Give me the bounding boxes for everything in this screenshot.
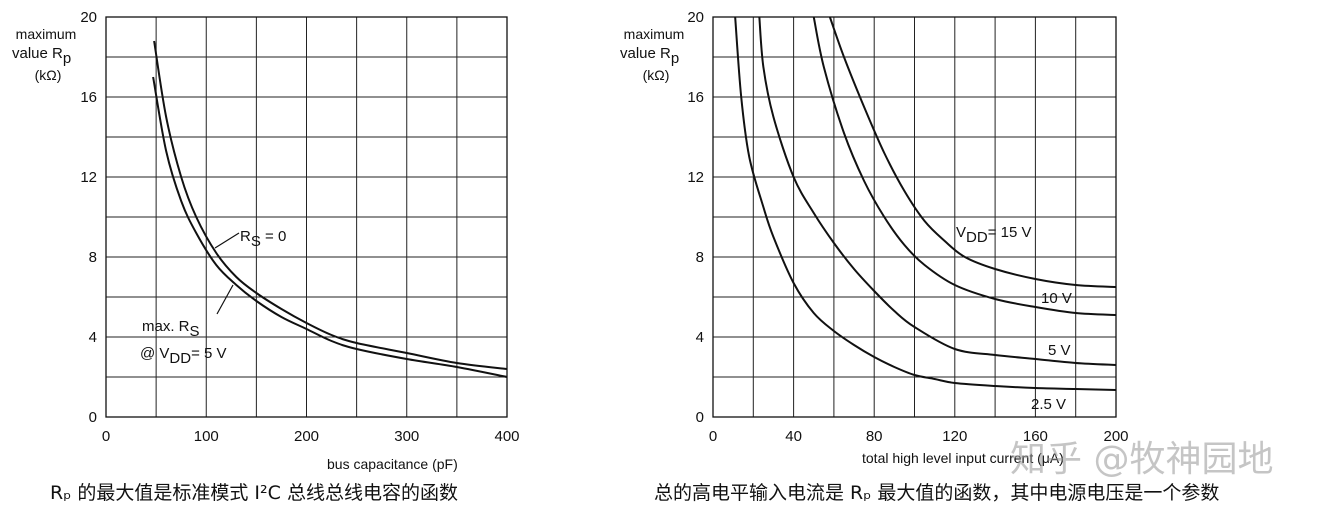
- y-tick-label-left: 12: [80, 169, 97, 186]
- annotation-right-2: 5 V: [1048, 342, 1071, 359]
- y-tick-label-left: 4: [89, 329, 97, 346]
- caption-right: 总的高电平输入电流是 Rₚ 最大值的函数，其中电源电压是一个参数: [654, 482, 1220, 504]
- y-tick-label-left: 8: [89, 249, 97, 266]
- x-tick-label-left: 400: [494, 428, 519, 445]
- y-tick-label-left: 16: [80, 89, 97, 106]
- y-tick-label-right: 20: [687, 9, 704, 26]
- annotation-right-1: 10 V: [1041, 290, 1072, 307]
- annotation-left-0: RS = 0: [240, 228, 286, 250]
- series-line-right-2: [758, 16, 1117, 366]
- y-tick-label-right: 4: [696, 329, 704, 346]
- y-tick-label-left: 20: [80, 9, 97, 26]
- x-axis-label-left: bus capacitance (pF): [327, 456, 458, 472]
- x-tick-label-right: 200: [1103, 428, 1128, 445]
- x-tick-label-right: 160: [1023, 428, 1048, 445]
- x-tick-label-left: 100: [194, 428, 219, 445]
- y-tick-label-right: 8: [696, 249, 704, 266]
- watermark: 知乎 @牧神园地: [1010, 439, 1274, 480]
- annotation-leader-left-1: [216, 284, 234, 315]
- y-tick-label-right: 0: [696, 409, 704, 426]
- x-tick-label-right: 80: [866, 428, 883, 445]
- y-axis-label-line2-left: value Rp: [12, 45, 71, 67]
- y-axis-label-line2-right: value Rp: [620, 45, 679, 67]
- series-line-right-0: [828, 16, 1117, 288]
- annotation-right-0: VDD= 15 V: [956, 224, 1031, 246]
- y-axis-label-line3-right: (kΩ): [643, 67, 670, 83]
- x-tick-label-left: 300: [394, 428, 419, 445]
- x-tick-label-left: 0: [102, 428, 110, 445]
- annotation-left-2: @ VDD= 5 V: [140, 345, 227, 367]
- plot-frame-right: [712, 16, 1117, 418]
- plot-frame-left: [105, 16, 508, 418]
- x-axis-label-right: total high level input current (μA): [862, 450, 1064, 466]
- series-line-left-0: [153, 40, 508, 370]
- y-axis-label-line3-left: (kΩ): [35, 67, 62, 83]
- x-tick-label-left: 200: [294, 428, 319, 445]
- y-axis-label-line1-left: maximum: [16, 26, 77, 42]
- y-axis-label-line1-right: maximum: [624, 26, 685, 42]
- annotation-leader-left-0: [214, 232, 240, 249]
- caption-left: Rₚ 的最大值是标准模式 I²C 总线总线电容的函数: [50, 482, 458, 504]
- x-tick-label-right: 40: [785, 428, 802, 445]
- y-tick-label-right: 12: [687, 169, 704, 186]
- series-line-right-1: [812, 16, 1117, 316]
- x-tick-label-right: 120: [942, 428, 967, 445]
- annotation-right-3: 2.5 V: [1031, 396, 1066, 413]
- y-tick-label-left: 0: [89, 409, 97, 426]
- series-line-left-1: [152, 76, 508, 378]
- y-tick-label-right: 16: [687, 89, 704, 106]
- x-tick-label-right: 0: [709, 428, 717, 445]
- series-line-right-3: [734, 16, 1117, 391]
- annotation-left-1: max. RS: [142, 318, 200, 340]
